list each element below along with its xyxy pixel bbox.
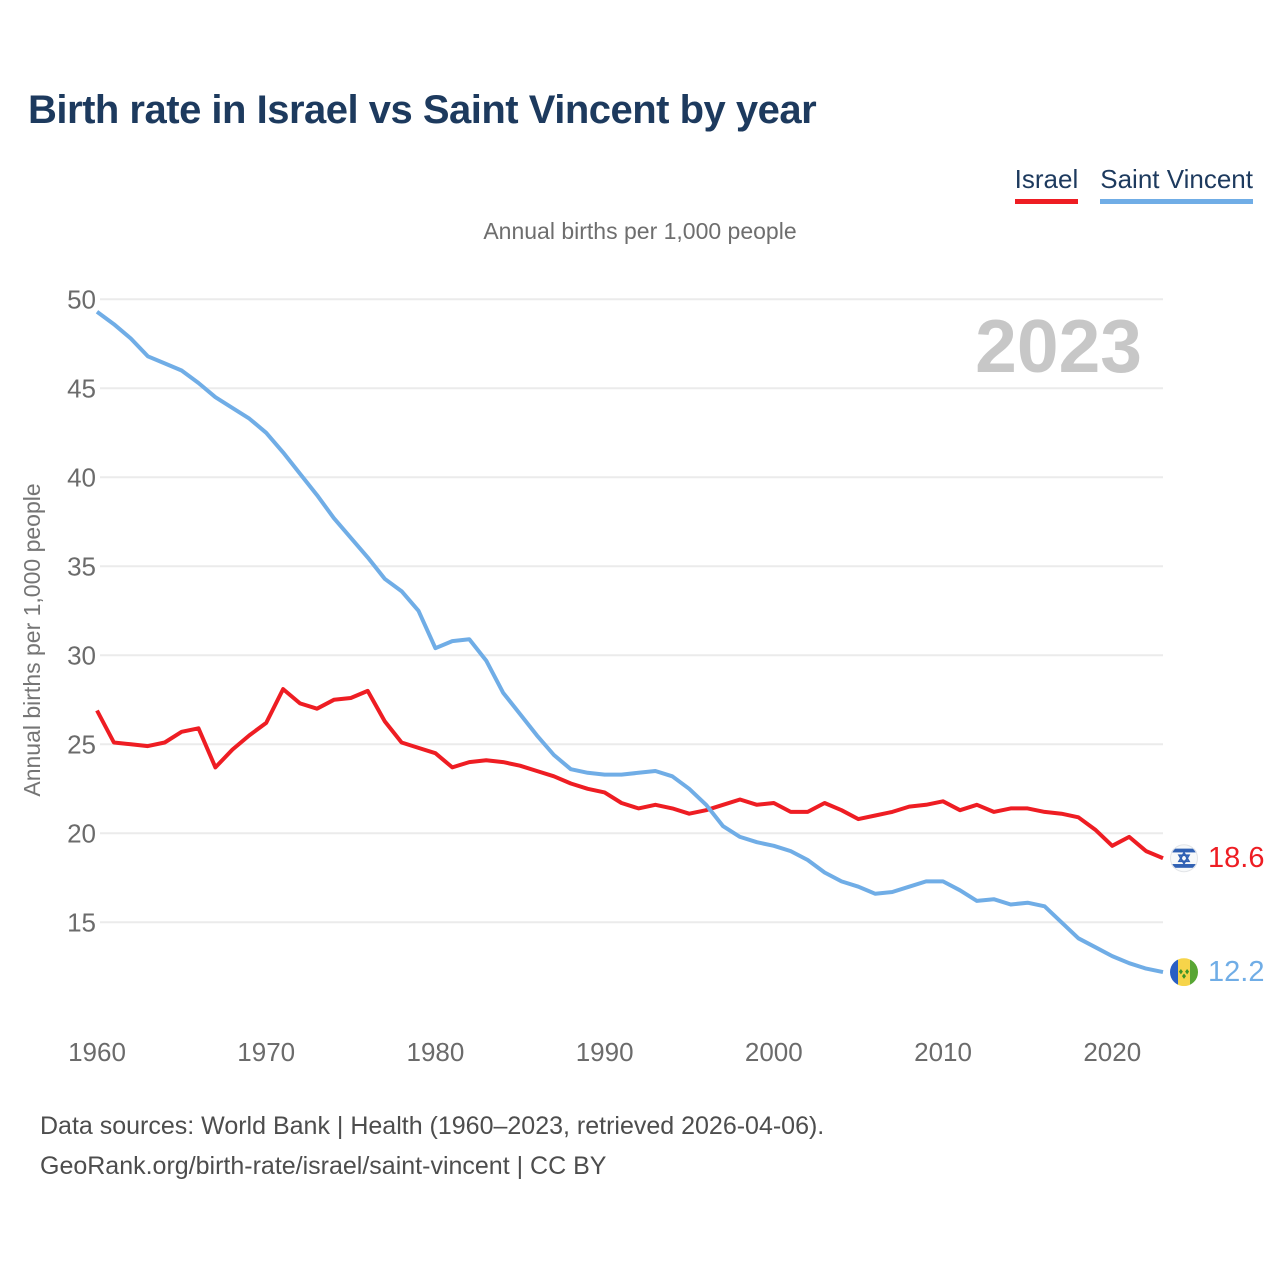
- chart-legend: Israel Saint Vincent: [1014, 164, 1253, 204]
- israel-line: [95, 687, 1164, 861]
- x-tick-label: 1980: [406, 1037, 464, 1067]
- y-tick-label: 35: [67, 551, 96, 581]
- israel-flag-icon: [1170, 844, 1198, 873]
- x-axis-ticks: 1960 1970 1980 1990 2000 2010 2020: [68, 1037, 1141, 1067]
- y-tick-label: 15: [67, 907, 96, 937]
- page-title: Birth rate in Israel vs Saint Vincent by…: [28, 88, 817, 132]
- gridlines: 15 20 25 30 35 40 45 50: [67, 284, 1163, 937]
- x-tick-label: 1970: [237, 1037, 295, 1067]
- year-watermark: 2023: [975, 304, 1142, 388]
- y-tick-label: 30: [67, 640, 96, 670]
- end-value-labels: 18.6 12.2: [1208, 842, 1264, 988]
- legend-label-israel: Israel: [1014, 164, 1079, 194]
- y-tick-label: 25: [67, 729, 96, 759]
- saint-vincent-flag-icon: [1170, 958, 1198, 987]
- y-tick-label: 20: [67, 818, 96, 848]
- series-lines: [95, 310, 1164, 975]
- legend-item-israel[interactable]: Israel: [1014, 164, 1079, 204]
- x-tick-label: 1960: [68, 1037, 126, 1067]
- chart-footer: Data sources: World Bank | Health (1960–…: [40, 1106, 824, 1186]
- chart-subtitle: Annual births per 1,000 people: [483, 218, 797, 244]
- x-tick-label: 1990: [576, 1037, 634, 1067]
- y-tick-label: 50: [67, 284, 96, 314]
- legend-label-saint-vincent: Saint Vincent: [1100, 164, 1253, 194]
- x-tick-label: 2020: [1083, 1037, 1141, 1067]
- data-sources-line: Data sources: World Bank | Health (1960–…: [40, 1112, 825, 1140]
- y-tick-label: 40: [67, 462, 96, 492]
- x-tick-label: 2000: [745, 1037, 803, 1067]
- y-tick-label: 45: [67, 373, 96, 403]
- x-tick-label: 2010: [914, 1037, 972, 1067]
- saint-vincent-end-value-label: 12.2: [1208, 956, 1264, 988]
- legend-color-bar-israel: [1014, 199, 1079, 204]
- legend-color-bar-saint-vincent: [1100, 199, 1253, 204]
- israel-end-value-label: 18.6: [1208, 842, 1264, 874]
- attribution-line: GeoRank.org/birth-rate/israel/saint-vinc…: [40, 1152, 607, 1180]
- legend-item-saint-vincent[interactable]: Saint Vincent: [1100, 164, 1253, 204]
- saint-vincent-line: [95, 310, 1164, 975]
- y-axis-title: Annual births per 1,000 people: [19, 483, 45, 796]
